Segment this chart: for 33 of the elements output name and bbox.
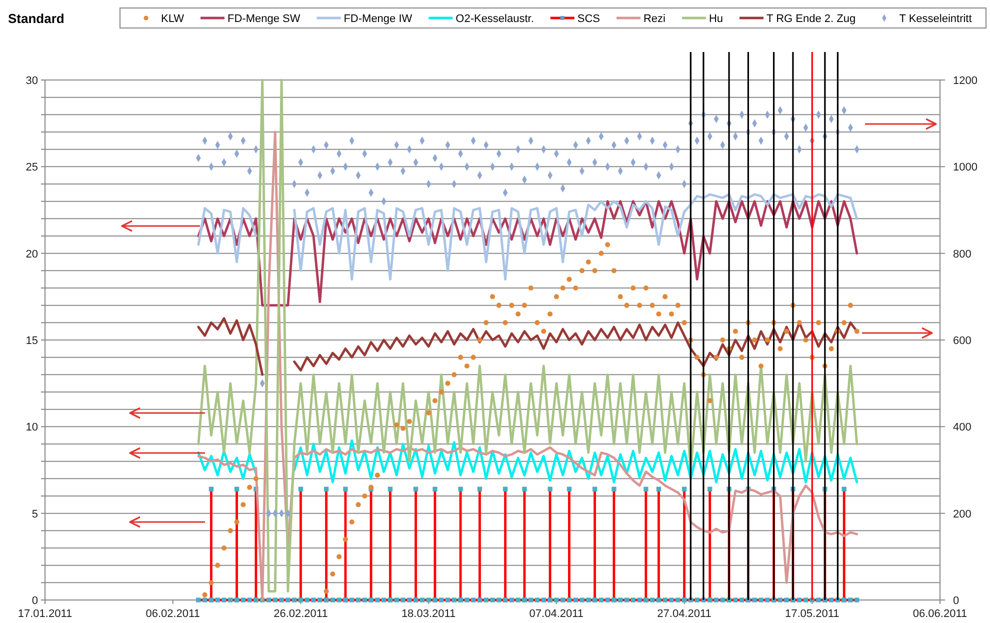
y-tick-label: 30 bbox=[26, 75, 38, 87]
y2-tick-label: 600 bbox=[953, 335, 972, 347]
legend-label: FD-Menge SW bbox=[228, 13, 301, 25]
legend-label: FD-Menge IW bbox=[344, 13, 413, 25]
y-tick-label: 20 bbox=[26, 248, 38, 260]
legend-label: Rezi bbox=[643, 13, 666, 25]
y2-tick-label: 0 bbox=[953, 595, 960, 607]
legend-label: SCS bbox=[577, 13, 600, 25]
x-tick-label: 17.05.2011 bbox=[785, 608, 840, 620]
x-tick-label: 07.04.2011 bbox=[529, 608, 584, 620]
y-tick-label: 15 bbox=[26, 335, 38, 347]
x-tick-label: 17.01.2011 bbox=[18, 608, 72, 620]
line-series bbox=[197, 200, 858, 307]
y2-tick-label: 200 bbox=[953, 508, 972, 520]
y-tick-label: 10 bbox=[26, 422, 38, 434]
legend-label: T RG Ende 2. Zug bbox=[766, 13, 856, 25]
chart-title: Standard bbox=[8, 11, 64, 26]
legend-label: O2-Kesselaustr. bbox=[456, 13, 534, 25]
x-tick-label: 26.02.2011 bbox=[274, 608, 328, 620]
y2-tick-label: 1200 bbox=[953, 75, 978, 87]
y2-tick-label: 400 bbox=[953, 422, 972, 434]
legend-label: T Kesseleintritt bbox=[899, 13, 972, 25]
x-tick-label: 06.02.2011 bbox=[146, 608, 200, 620]
y-tick-label: 0 bbox=[32, 595, 38, 607]
x-tick-label: 06.06.2011 bbox=[912, 608, 968, 620]
legend-label: Hu bbox=[708, 13, 724, 25]
x-tick-label: 18.03.2011 bbox=[401, 608, 456, 620]
legend-label: KLW bbox=[161, 13, 185, 25]
y-tick-label: 5 bbox=[32, 508, 38, 520]
y-tick-label: 25 bbox=[26, 162, 38, 174]
y2-tick-label: 800 bbox=[953, 248, 972, 260]
y2-tick-label: 1000 bbox=[953, 162, 978, 174]
x-tick-label: 27.04.2011 bbox=[657, 608, 712, 620]
